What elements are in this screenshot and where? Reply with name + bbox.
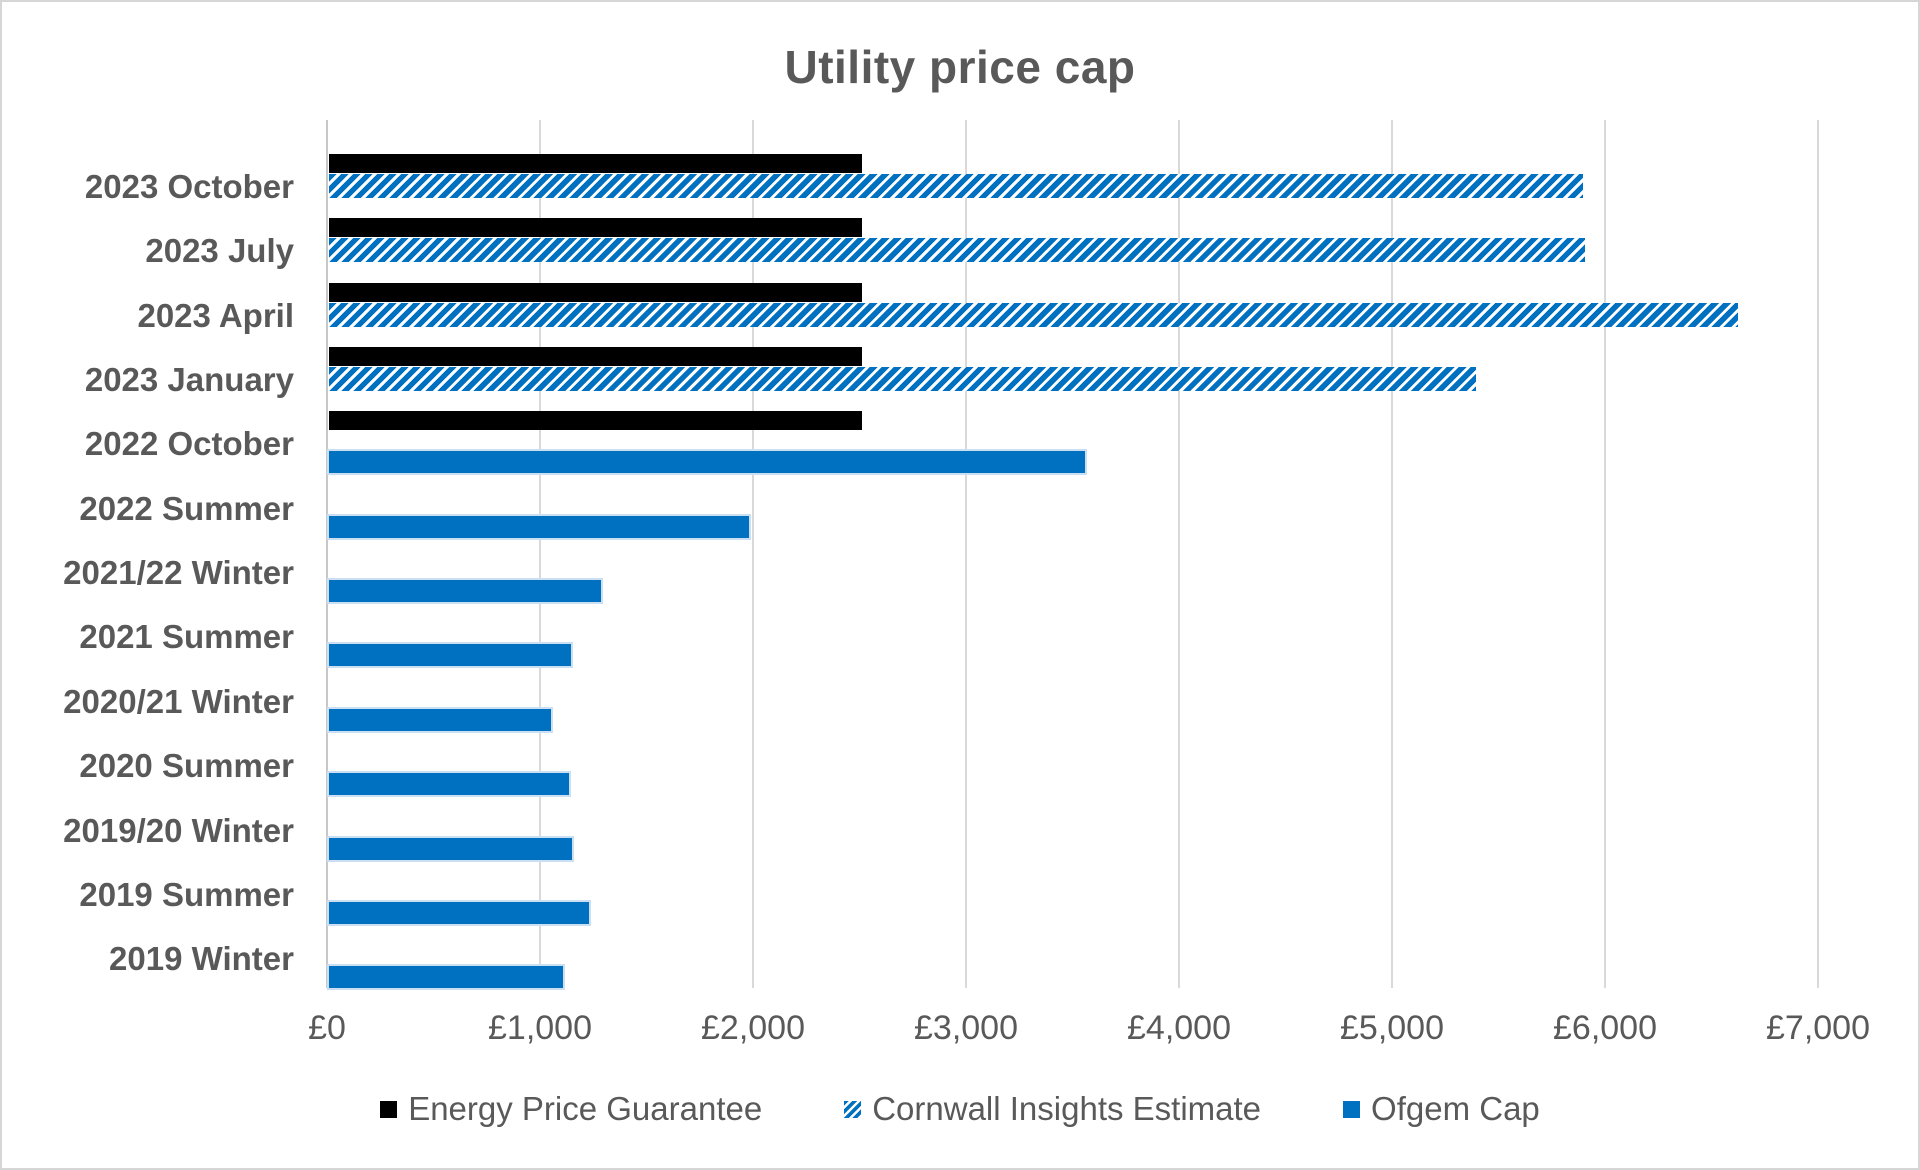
bar-energy-price-guarantee: [329, 282, 862, 302]
category-label: 2019/20 Winter: [63, 811, 294, 849]
bar-ofgem-cap: [329, 773, 569, 796]
bar-ofgem-cap: [329, 644, 571, 667]
x-tick-label: £5,000: [1340, 1009, 1444, 1047]
bar-cornwall-insights-estimate: [329, 238, 1585, 263]
legend-label: Cornwall Insights Estimate: [872, 1090, 1262, 1127]
bar-energy-price-guarantee: [329, 154, 862, 173]
gridline: [1604, 120, 1606, 988]
gridline: [752, 120, 754, 988]
gridline: [1817, 120, 1819, 988]
gridline: [539, 120, 541, 988]
category-label: 2019 Summer: [79, 875, 294, 913]
category-label: 2022 Summer: [79, 489, 294, 527]
category-label: 2022 October: [84, 425, 294, 463]
x-tick-label: £7,000: [1766, 1009, 1870, 1047]
bar-ofgem-cap: [329, 451, 1085, 474]
bar-ofgem-cap: [329, 901, 589, 924]
y-axis-line: [326, 120, 328, 988]
x-tick-label: £4,000: [1127, 1009, 1231, 1047]
gridline: [1391, 120, 1393, 988]
bar-ofgem-cap: [329, 580, 601, 603]
bar-energy-price-guarantee: [329, 347, 862, 367]
category-label: 2023 October: [84, 168, 294, 205]
bar-cornwall-insights-estimate: [329, 174, 1583, 198]
legend-swatch-cornwall-insights-estimate: [844, 1100, 862, 1118]
gridline: [965, 120, 967, 988]
category-label: 2023 July: [145, 232, 294, 270]
bar-ofgem-cap: [329, 837, 572, 860]
x-tick-label: £2,000: [701, 1009, 805, 1047]
category-label: 2021 Summer: [79, 618, 294, 656]
bar-energy-price-guarantee: [329, 218, 862, 238]
gridline: [1178, 120, 1180, 988]
legend-item-ofgem-cap: Ofgem Cap: [1343, 1090, 1540, 1128]
category-label: 2023 April: [137, 296, 294, 334]
bar-ofgem-cap: [329, 515, 749, 538]
legend: Energy Price Guarantee Cornwall Insights …: [2, 1090, 1918, 1128]
chart-title: Utility price cap: [784, 41, 1136, 93]
legend-swatch-energy-price-guarantee: [380, 1100, 398, 1118]
category-label: 2019 Winter: [109, 940, 294, 978]
x-tick-label: £6,000: [1553, 1009, 1657, 1047]
category-label: 2023 January: [84, 361, 294, 399]
x-tick-label: £3,000: [914, 1009, 1018, 1047]
bar-ofgem-cap: [329, 966, 563, 989]
category-label: 2020 Summer: [79, 747, 294, 785]
legend-item-energy-price-guarantee: Energy Price Guarantee: [380, 1090, 762, 1128]
bar-energy-price-guarantee: [329, 411, 862, 431]
legend-swatch-ofgem-cap: [1343, 1100, 1361, 1118]
bar-cornwall-insights-estimate: [329, 302, 1738, 327]
bar-cornwall-insights-estimate: [329, 367, 1476, 392]
legend-item-cornwall-insights-estimate: Cornwall Insights Estimate: [844, 1090, 1261, 1128]
x-tick-label: £1,000: [488, 1009, 592, 1047]
legend-label: Ofgem Cap: [1371, 1090, 1540, 1127]
legend-label: Energy Price Guarantee: [408, 1090, 763, 1127]
bar-ofgem-cap: [329, 708, 551, 731]
category-label: 2020/21 Winter: [63, 682, 294, 720]
category-label: 2021/22 Winter: [63, 554, 294, 592]
x-tick-label: £0: [308, 1009, 346, 1047]
